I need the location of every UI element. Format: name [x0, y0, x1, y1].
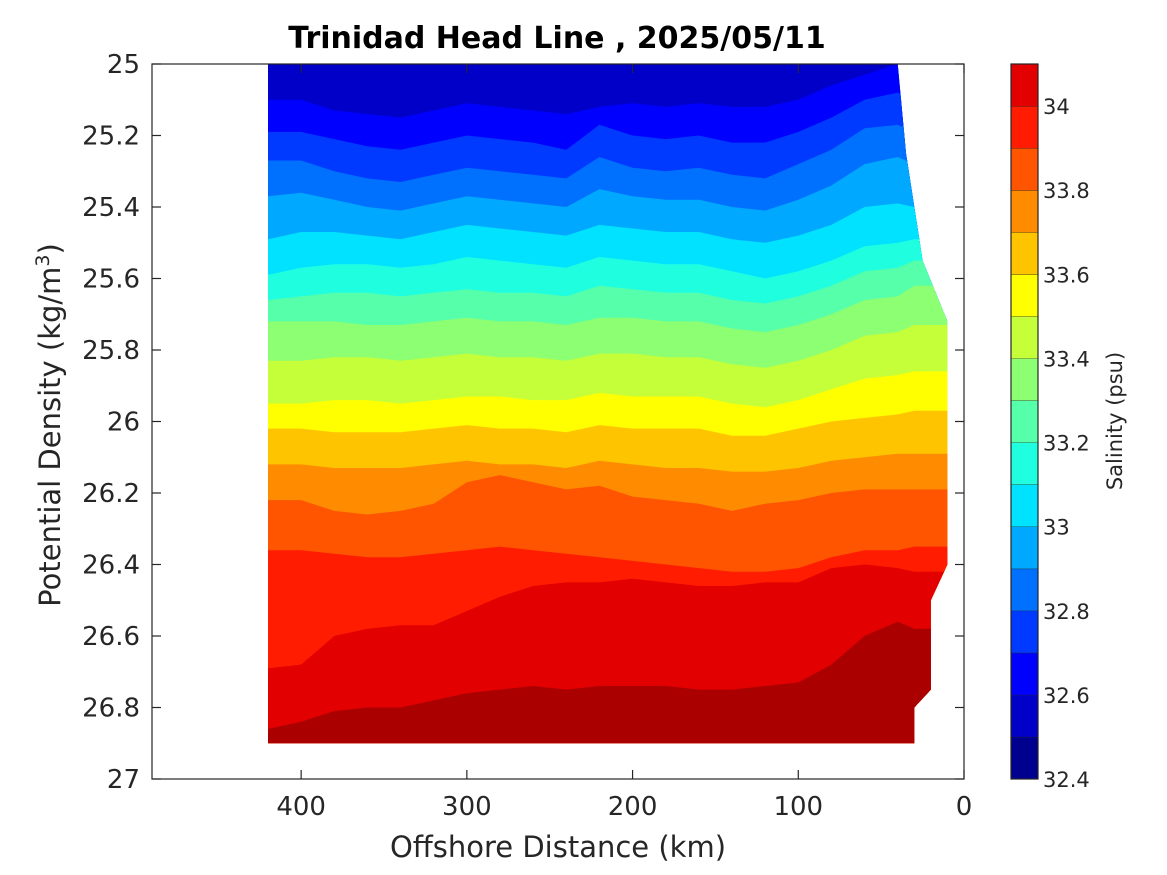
colorbar-swatch: [1011, 484, 1038, 527]
colorbar-tick-label: 32.4: [1043, 768, 1090, 792]
colorbar-tick-label: 33.4: [1043, 347, 1090, 371]
y-tick-label: 25.8: [82, 336, 140, 366]
colorbar-frame: [1010, 63, 1039, 780]
y-axis-label-superscript: 3: [32, 254, 54, 266]
colorbar-tick-label: 33: [1043, 516, 1070, 540]
y-tick-label: 26.2: [82, 479, 140, 509]
colorbar-swatch: [1011, 736, 1038, 779]
colorbar-swatch: [1011, 274, 1038, 317]
y-tick-label: 26.8: [82, 694, 140, 724]
y-tick-label: 25.2: [82, 122, 140, 152]
colorbar-tick-label: 33.2: [1043, 432, 1090, 456]
y-tick-label: 25.4: [82, 193, 140, 223]
y-axis-label: Potential Density (kg/m3): [32, 243, 67, 607]
colorbar-swatch: [1011, 652, 1038, 695]
y-axis: 25 25.2 25.4 25.6 25.8 26 26.2 26.4 26.6 26.8 27: [82, 50, 964, 795]
chart-title: Trinidad Head Line , 2025/05/11: [288, 21, 825, 56]
x-axis: 400 300 200 100 0: [276, 64, 972, 822]
x-tick-label: 0: [956, 792, 973, 822]
colorbar-swatch: [1011, 64, 1038, 107]
x-tick-label: 100: [773, 792, 823, 822]
colorbar-swatch: [1011, 316, 1038, 359]
salinity-contours: [268, 64, 948, 744]
colorbar-swatch: [1011, 190, 1038, 233]
colorbar-label: Salinity (psu): [1103, 352, 1127, 490]
x-tick-label: 200: [608, 792, 658, 822]
colorbar-swatch: [1011, 568, 1038, 611]
y-tick-label: 25: [107, 50, 140, 80]
plot-area: [268, 64, 948, 744]
colorbar-swatch: [1011, 400, 1038, 443]
colorbar: 32.4 32.6 32.8 33 33.2 33.4 33.6 33.8 34: [1010, 63, 1090, 792]
x-tick-label: 300: [442, 792, 492, 822]
contour-band-34.1: [268, 621, 948, 744]
colorbar-tick-label: 33.8: [1043, 179, 1090, 203]
colorbar-tick-label: 34: [1043, 95, 1070, 119]
y-tick-label: 25.6: [82, 265, 140, 295]
colorbar-swatch: [1011, 358, 1038, 401]
y-tick-label: 27: [107, 765, 140, 795]
y-tick-label: 26.4: [82, 551, 140, 581]
x-axis-label: Offshore Distance (km): [390, 830, 726, 864]
colorbar-swatch: [1011, 610, 1038, 653]
colorbar-swatch: [1011, 148, 1038, 191]
colorbar-swatch: [1011, 106, 1038, 149]
colorbar-swatch: [1011, 442, 1038, 485]
colorbar-tick-label: 33.6: [1043, 263, 1090, 287]
colorbar-tick-label: 32.6: [1043, 684, 1090, 708]
y-tick-label: 26: [107, 408, 140, 438]
colorbar-tick-label: 32.8: [1043, 600, 1090, 624]
contour-band-surface: [268, 64, 948, 100]
y-axis-label-close: ): [33, 243, 67, 254]
colorbar-swatch: [1011, 232, 1038, 275]
colorbar-swatch: [1011, 694, 1038, 737]
y-tick-label: 26.6: [82, 622, 140, 652]
x-tick-label: 400: [276, 792, 326, 822]
colorbar-swatch: [1011, 526, 1038, 569]
